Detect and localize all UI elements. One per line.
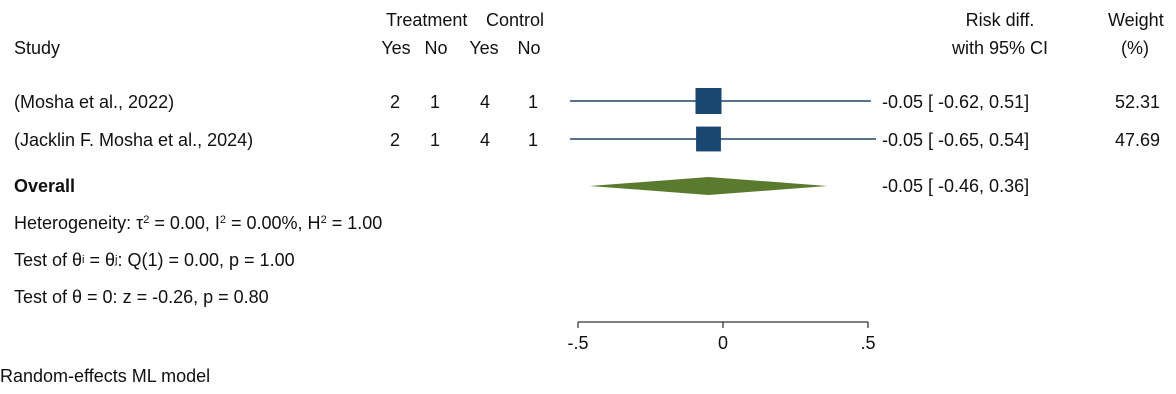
- header-ci: with 95% CI: [951, 38, 1049, 58]
- header-weight: Weight: [1108, 10, 1164, 30]
- control-yes-value: 4: [479, 130, 490, 150]
- study-ci: -0.05 [ -0.65, 0.54]: [882, 130, 1030, 150]
- header-study: Study: [14, 38, 61, 58]
- x-tick-label: 0: [718, 333, 728, 353]
- overall-ci: -0.05 [ -0.46, 0.36]: [882, 176, 1030, 196]
- overall-label: Overall: [14, 176, 76, 196]
- header-treatment-yes: Yes: [381, 38, 411, 58]
- homogeneity-test: Test of θi = θj: Q(1) = 0.00, p = 1.00: [14, 250, 295, 270]
- overall-effect-test: Test of θ = 0: z = -0.26, p = 0.80: [14, 287, 269, 307]
- treatment-no-value: 1: [429, 92, 440, 112]
- treatment-no-value: 1: [429, 130, 440, 150]
- x-tick-label: .5: [860, 333, 875, 353]
- header-risk-diff: Risk diff.: [965, 10, 1035, 30]
- study-ci: -0.05 [ -0.62, 0.51]: [882, 92, 1030, 112]
- x-tick-label: -.5: [567, 333, 588, 353]
- model-note: Random-effects ML model: [0, 366, 211, 386]
- study-name: (Jacklin F. Mosha et al., 2024): [14, 130, 254, 150]
- header-weight-unit: (%): [1121, 38, 1149, 58]
- header-treatment-no: No: [424, 38, 448, 58]
- header-control-yes: Yes: [469, 38, 499, 58]
- heterogeneity-stats: Heterogeneity: τ2 = 0.00, I2 = 0.00%, H2…: [14, 213, 383, 233]
- treatment-yes-value: 2: [389, 92, 400, 112]
- treatment-yes-value: 2: [389, 130, 400, 150]
- control-no-value: 1: [527, 92, 538, 112]
- overall-diamond: [589, 177, 828, 195]
- control-no-value: 1: [527, 130, 538, 150]
- study-marker: [695, 88, 722, 114]
- header-control: Control: [486, 10, 545, 30]
- header-control-no: No: [517, 38, 541, 58]
- study-weight: 52.31: [1115, 92, 1161, 112]
- study-marker: [696, 126, 721, 152]
- study-name: (Mosha et al., 2022): [14, 92, 175, 112]
- control-yes-value: 4: [479, 92, 490, 112]
- header-treatment: Treatment: [386, 10, 468, 30]
- study-weight: 47.69: [1115, 130, 1161, 150]
